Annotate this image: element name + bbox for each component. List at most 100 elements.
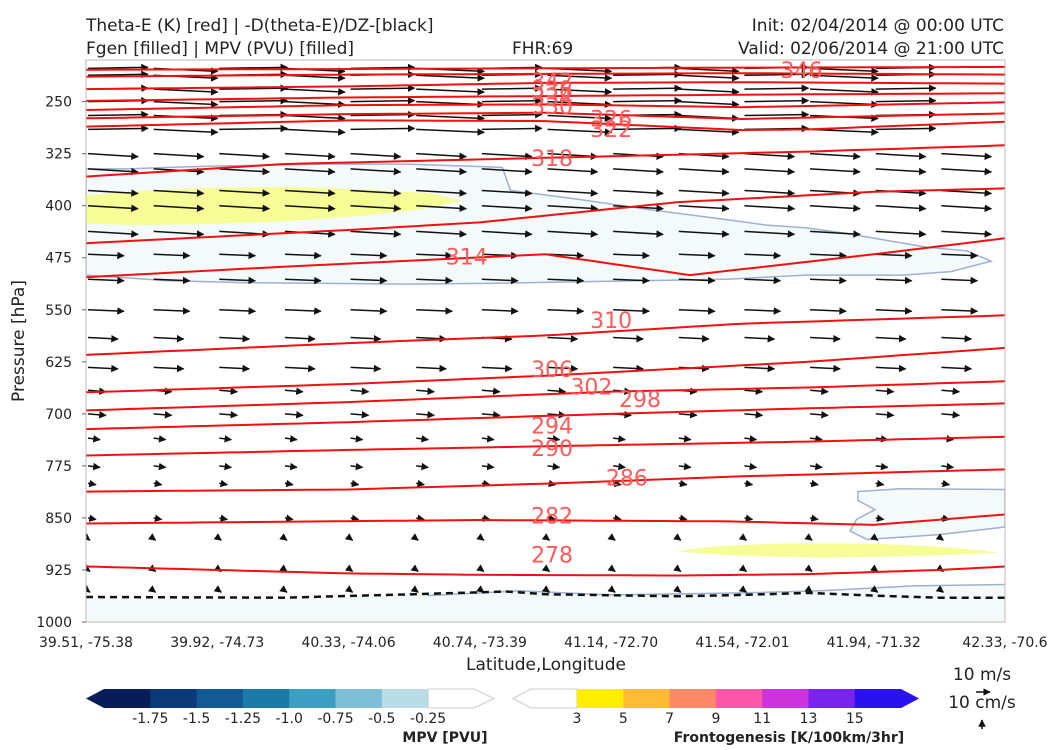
vector-arrow (547, 114, 613, 122)
vector-arrow (350, 334, 382, 343)
vector-arrow (607, 564, 616, 573)
vector-arrow (607, 533, 616, 541)
vector-arrow (87, 514, 97, 522)
vector-arrow (344, 585, 354, 593)
vector-arrow (678, 334, 710, 343)
mpv-colorbar: -1.75 -1.5 -1.25 -1.0 -0.75 -0.5 -0.25 (86, 688, 496, 727)
vector-arrow (547, 307, 585, 315)
mpv-region-lower-right (849, 488, 1005, 541)
vector-arrow (416, 307, 453, 315)
vector-arrow (547, 230, 599, 238)
vector-arrow (476, 533, 485, 541)
y-tick-label: 625 (45, 355, 72, 371)
vector-arrow (481, 411, 501, 419)
vector-arrow (416, 74, 485, 82)
vector-arrow (481, 124, 543, 133)
theta-e-label-322: 322 (590, 118, 632, 143)
vector-arrow (350, 124, 416, 133)
fgen-colorbar-extend-right (901, 689, 920, 708)
vector-arrow (284, 479, 294, 488)
x-tick-label: 39.51, -75.38 (39, 635, 133, 651)
mpv-colorbar-tick-label: -0.75 (317, 711, 353, 727)
vector-arrow (941, 204, 993, 213)
vector-arrow (738, 564, 748, 573)
mpv-colorbar-tick-label: -0.25 (410, 711, 446, 727)
vector-arrow (541, 564, 551, 573)
vector-arrow (153, 334, 185, 343)
vector-arrow (350, 435, 364, 443)
vector-arrow (350, 479, 360, 488)
theta-e-label-314: 314 (446, 246, 488, 271)
vector-arrow (219, 411, 239, 419)
mpv-colorbar-tick-label: -0.5 (368, 711, 395, 727)
vector-arrow (810, 88, 879, 96)
vector-arrow (547, 88, 613, 96)
vector-arrow (547, 276, 585, 285)
vector-arrow (153, 514, 163, 522)
valid-time: Valid: 02/06/2014 @ 21:00 UTC (738, 39, 1004, 59)
vector-arrow (481, 152, 533, 161)
vector-arrow (213, 533, 222, 541)
vector-arrow (613, 96, 682, 105)
mpv-colorbar-segment (196, 689, 244, 708)
vector-arrow (87, 167, 139, 176)
theta-e-line-314 (86, 187, 1005, 245)
x-tick-label: 41.54, -72.01 (695, 635, 789, 651)
vector-arrow (481, 230, 533, 238)
vector-arrow (613, 189, 664, 197)
vector-arrow (416, 114, 485, 122)
vector-arrow (481, 84, 543, 93)
fgen-colorbar-segment (715, 689, 763, 708)
vector-arrow (935, 585, 944, 593)
vector-arrow (678, 307, 716, 315)
vector-arrow (941, 462, 955, 471)
vector-arrow (219, 204, 271, 213)
vector-arrow (810, 152, 861, 161)
vector-arrow (744, 479, 754, 488)
vector-arrow (87, 70, 149, 79)
vector-arrow (416, 462, 429, 471)
vector-arrow (87, 63, 149, 72)
vector-arrow (153, 435, 167, 443)
vector-arrow (678, 128, 740, 136)
vector-arrow (481, 110, 543, 119)
fgen-colorbar-segment (623, 689, 671, 708)
vector-arrow (481, 167, 533, 176)
theta-e-line-310 (86, 237, 1005, 279)
vector-arrow (87, 110, 149, 119)
vector-arrow (153, 230, 205, 238)
y-tick-label: 850 (45, 511, 72, 527)
vector-arrow (547, 462, 561, 471)
vector-arrow (481, 387, 501, 395)
vector-arrow (87, 334, 119, 343)
vector-arrow (547, 100, 613, 109)
fgen-colorbar-label: Frontogenesis [K/100km/3hr] (674, 730, 904, 746)
vector-arrow (875, 364, 907, 373)
vector-arrow (416, 88, 485, 96)
theta-e-line-306 (86, 314, 1005, 356)
theta-e-label-294: 294 (531, 414, 573, 439)
vector-arrow (678, 88, 740, 96)
vector-arrow (153, 100, 219, 109)
theta-e-line-286 (86, 468, 1005, 493)
vector-arrow (613, 230, 664, 238)
vector-arrow (284, 100, 346, 109)
vector-arrow (678, 204, 730, 213)
vector-arrow (875, 152, 927, 161)
vector-arrow (219, 63, 289, 72)
vector-arrow (147, 585, 157, 593)
vector-arrow (541, 533, 551, 541)
vector-arrow (87, 479, 97, 488)
vector-arrow (744, 514, 754, 522)
vector-arrow (481, 364, 513, 373)
y-tick-label: 1000 (36, 615, 72, 631)
vector-arrow (744, 96, 810, 105)
vector-arrow (678, 411, 698, 419)
fgen-region-lower (676, 543, 999, 558)
vector-arrow (744, 84, 810, 92)
vector-arrow (875, 96, 937, 105)
vector-arrow (744, 230, 796, 238)
vector-arrow (284, 167, 336, 176)
vector-arrow (678, 251, 716, 260)
vector-arrow (744, 204, 796, 213)
